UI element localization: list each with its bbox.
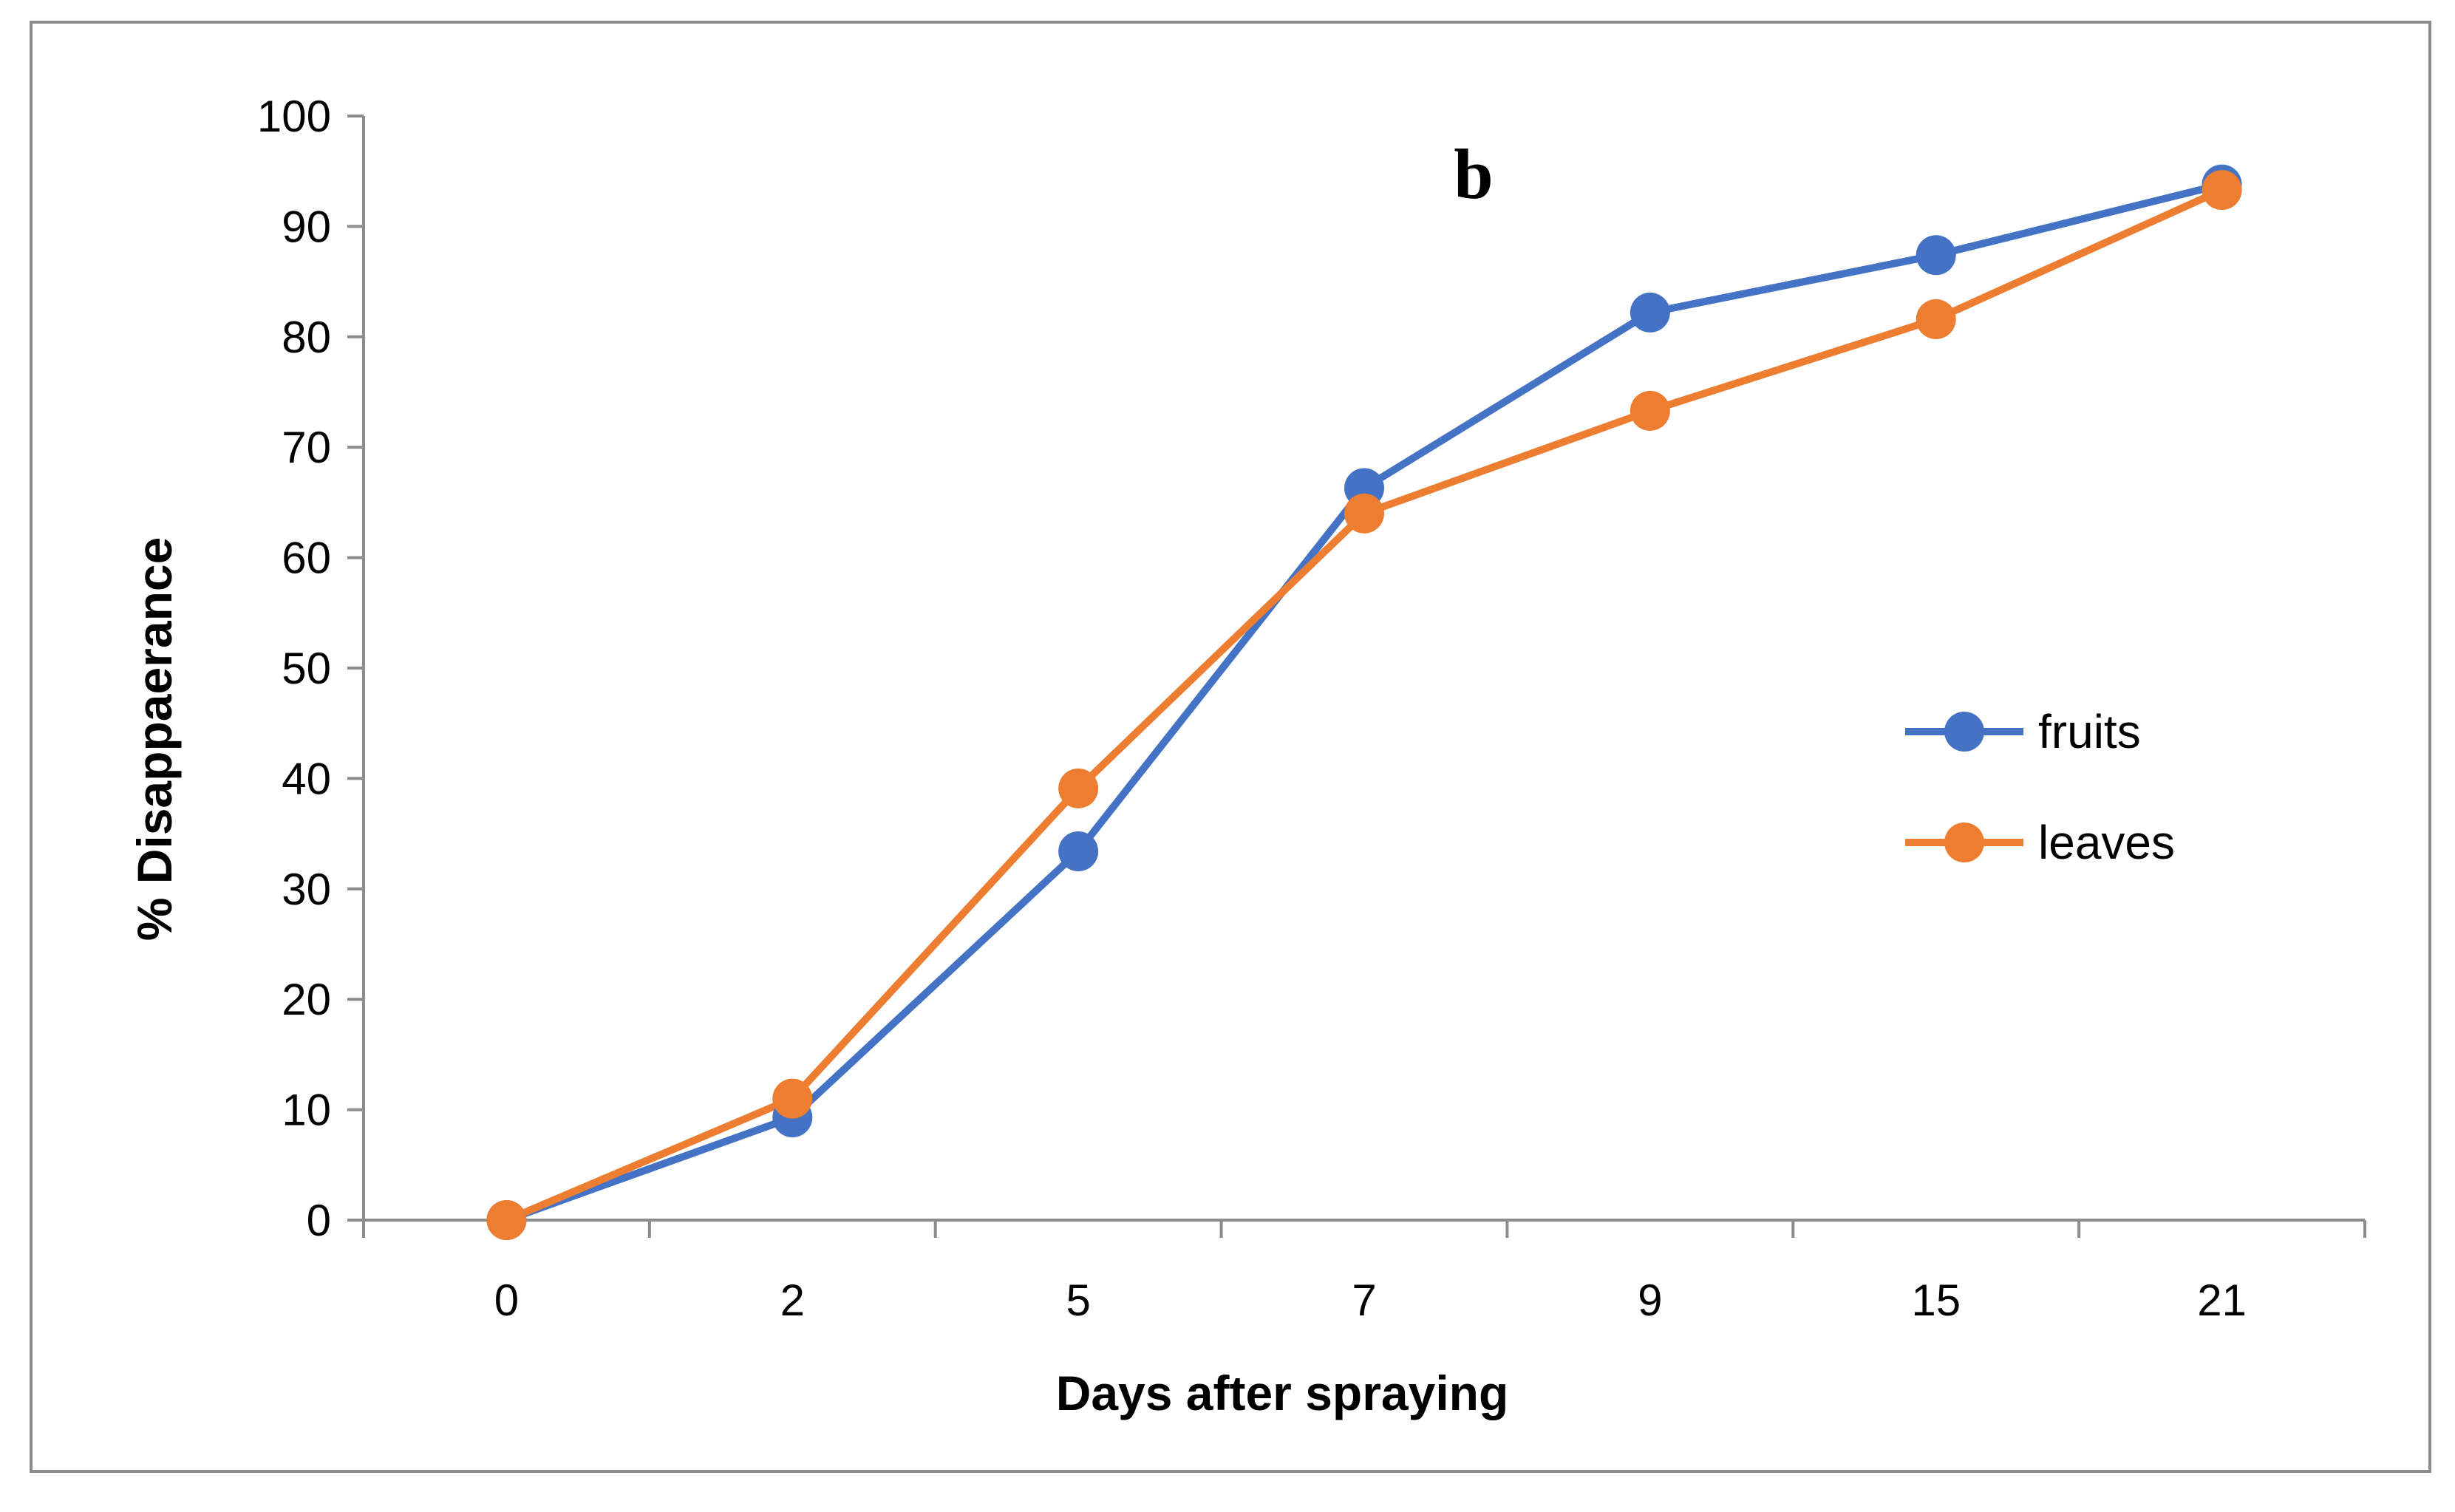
legend-label-leaves: leaves [2038,816,2175,869]
x-tick-label: 0 [494,1276,519,1325]
legend-marker-fruits [1944,712,1984,752]
data-point-leaves [2202,170,2242,211]
data-point-leaves [1630,390,1670,431]
x-tick-label: 9 [1638,1276,1662,1325]
y-tick-label: 10 [282,1086,331,1135]
data-point-leaves [772,1078,813,1119]
series-line-fruits [503,180,2226,1224]
chart-frame [30,21,2431,1473]
y-tick-label: 0 [307,1196,331,1245]
series-line-leaves [503,186,2226,1224]
data-point-fruits [1916,235,1956,276]
y-tick-label: 50 [282,644,331,693]
y-tick-label: 60 [282,534,331,583]
y-tick-label: 90 [282,202,331,251]
y-tick-label: 30 [282,865,331,914]
legend-label-fruits: fruits [2038,705,2141,758]
panel-label: b [1454,134,1493,214]
data-point-fruits [1630,292,1670,333]
x-tick-label: 15 [1911,1276,1961,1325]
x-tick-label: 7 [1352,1276,1376,1325]
x-axis-title: Days after spraying [1056,1366,1509,1420]
y-tick-label: 80 [282,313,331,362]
y-tick-label: 70 [282,423,331,472]
data-point-leaves [1344,493,1384,534]
legend-marker-leaves [1944,823,1984,862]
x-tick-label: 21 [2197,1276,2247,1325]
x-tick-label: 5 [1066,1276,1090,1325]
data-point-leaves [486,1200,527,1240]
data-point-fruits [1058,831,1099,872]
y-tick-label: 100 [257,92,331,141]
y-tick-label: 40 [282,754,331,803]
data-point-leaves [1058,768,1099,808]
y-tick-label: 20 [282,975,331,1024]
y-axis-title: % Disappaerance [127,537,182,941]
data-point-leaves [1916,299,1956,339]
legend: fruits leaves [1905,705,2175,869]
x-tick-label: 2 [780,1276,805,1325]
